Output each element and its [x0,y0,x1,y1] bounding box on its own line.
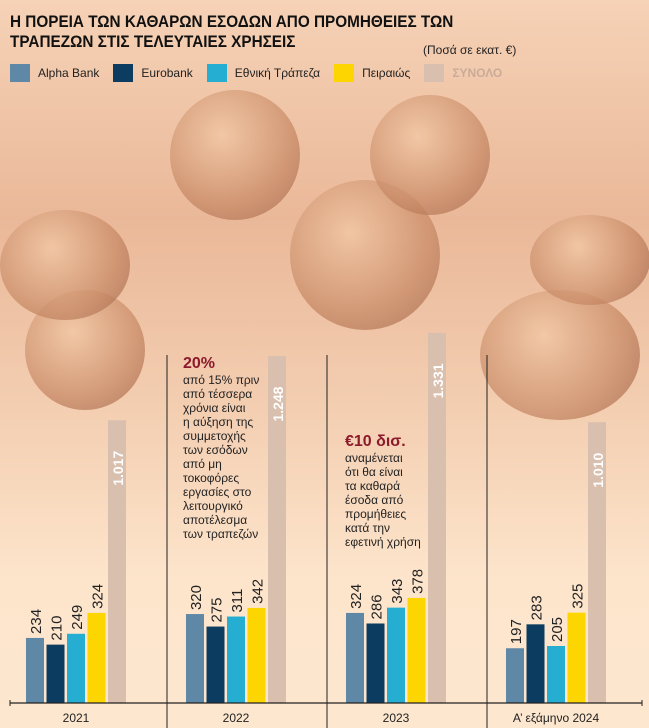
value-label: 324 [348,584,365,609]
coin-image [0,210,130,320]
note-line: ότι θα είναι [345,465,403,479]
bar-πειραιώς [87,612,106,703]
bar-alpha-bank [186,614,204,703]
note-line: κατά την [345,521,391,535]
note-line: προμήθειες [345,507,407,521]
value-label: 249 [69,605,86,630]
legend-swatch [206,64,227,82]
value-label: 378 [410,569,427,594]
note-line: τοκοφόρες [183,471,240,485]
value-label: 343 [389,579,406,604]
note-line: τα καθαρά [345,479,401,493]
legend: Alpha Bank Eurobank Εθνική Τράπεζα Πειραιώς… [10,64,516,82]
total-label: 1.017 [110,451,126,486]
bar-alpha-bank [26,637,44,703]
bar-εθνική-τράπεζα [547,646,565,703]
total-label: 1.248 [270,386,286,421]
note-line: από 15% πριν [183,373,260,387]
note-line: εργασίες στο [183,485,252,499]
note-line: από μη [183,457,222,471]
category-label: 2023 [383,711,410,725]
note-10-billion: €10 δισ. αναμένεται ότι θα είναι τα καθαρά… [345,433,421,549]
value-label: 210 [49,616,66,641]
note-line: εφετινή χρήση [345,535,421,549]
note-line: η αύξηση της [183,415,254,429]
value-label: 325 [570,584,587,609]
bar-εθνική-τράπεζα [387,607,405,703]
value-label: 283 [529,595,546,620]
total-label: 1.331 [430,363,446,398]
note-line: λειτουργικό [183,499,243,513]
value-label: 320 [188,585,205,610]
chart-title: Η ΠΟΡΕΙΑ ΤΩΝ ΚΑΘΑΡΩΝ ΕΣΟΔΩΝ ΑΠΟ ΠΡΟΜΗΘΕΙ… [10,12,454,51]
note-line: έσοδα από [345,493,404,507]
total-label: 1.010 [590,452,606,487]
legend-label: Eurobank [141,66,193,80]
legend-swatch [424,64,445,82]
note-line: αναμένεται [345,451,403,465]
coin-image [370,95,490,215]
legend-item: Πειραιώς [334,64,410,82]
legend-label: Alpha Bank [38,66,100,80]
note-line: συμμετοχής [183,429,246,443]
bar-eurobank [46,644,65,703]
note-line: των εσόδων [183,443,248,457]
note-line: από τέσσερα [183,387,253,401]
value-label: 286 [369,594,386,619]
bar-alpha-bank [506,648,524,703]
value-label: 205 [549,617,566,642]
note-line: αποτέλεσμα [183,513,248,527]
coin-image [480,290,640,420]
bar-alpha-bank [346,612,364,703]
category-label: Α’ εξάμηνο 2024 [513,711,600,725]
legend-item: Alpha Bank [10,64,99,82]
coin-image [170,90,300,220]
note-line: των τραπεζών [183,527,259,541]
value-label: 324 [90,584,107,609]
legend-label: Πειραιώς [362,66,411,80]
note-headline: 20% [183,355,216,372]
legend-swatch [10,64,30,82]
bar-εθνική-τράπεζα [67,633,85,703]
bar-πειραιώς [247,607,266,703]
category-label: 2021 [63,711,90,725]
legend-swatch [113,64,134,82]
legend-item: ΣΥΝΟΛΟ [424,64,502,82]
legend-item: Eurobank [113,64,193,82]
bar-συνολο [588,422,606,703]
coin-image [530,215,649,305]
unit-label: (Ποσά σε εκατ. €) [423,43,517,57]
bar-εθνική-τράπεζα [227,616,245,703]
value-label: 234 [28,609,45,634]
bar-eurobank [366,623,385,703]
bar-eurobank [526,624,545,703]
value-label: 275 [209,598,226,623]
bar-συνολο [268,356,286,703]
legend-label: ΣΥΝΟΛΟ [452,66,503,80]
bar-πειραιώς [407,597,426,703]
bar-συνολο [428,332,446,703]
bar-συνολο [108,420,126,703]
bar-eurobank [206,626,225,703]
note-20-percent: 20% από 15% πριν από τέσσερα χρόνια είναι η… [183,355,259,541]
bar-πειραιώς [567,612,586,703]
value-label: 311 [229,589,246,613]
legend-item: Εθνική Τράπεζα [206,64,321,82]
note-headline: €10 δισ. [345,433,406,450]
legend-swatch [334,64,355,82]
legend-label: Εθνική Τράπεζα [234,66,321,80]
value-label: 197 [508,619,525,644]
category-label: 2022 [223,711,250,725]
value-label: 342 [250,579,267,604]
note-line: χρόνια είναι [183,401,246,415]
